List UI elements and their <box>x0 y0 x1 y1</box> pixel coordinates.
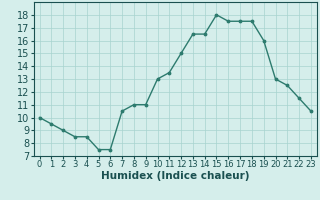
X-axis label: Humidex (Indice chaleur): Humidex (Indice chaleur) <box>101 171 250 181</box>
